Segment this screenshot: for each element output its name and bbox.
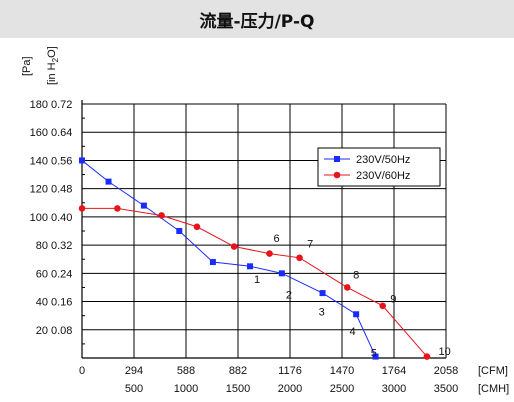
x-unit-cfm: [CFM] [478, 365, 508, 377]
y-tick-label-pa: 40 [36, 297, 48, 309]
x-tick-label-cfm: 1176 [278, 365, 302, 377]
x-tick-label-cfm: 294 [125, 365, 143, 377]
y-tick-label-inh2o: 0.16 [51, 297, 72, 309]
y-tick-label-inh2o: 0.64 [51, 127, 72, 139]
data-point-2 [79, 205, 86, 212]
x-tick-label-cmh: 1500 [226, 383, 250, 395]
x-tick-label-cmh: 1000 [174, 383, 198, 395]
x-tick-label-cfm: 588 [177, 365, 195, 377]
title-bar: 流量-压力/P-Q [0, 0, 514, 38]
x-tick-label-cmh: 3000 [382, 383, 406, 395]
point-annotation: 2 [286, 290, 292, 302]
data-point-2 [296, 255, 303, 262]
y-tick-label-pa: 80 [36, 240, 48, 252]
data-point-2 [114, 205, 121, 212]
data-point-2 [158, 212, 165, 219]
data-point-2 [424, 353, 431, 360]
data-point-2 [266, 250, 273, 257]
data-point-1 [353, 311, 359, 317]
data-point-1 [79, 157, 85, 163]
y-tick-label-pa: 60 [36, 268, 48, 280]
data-point-1 [279, 270, 285, 276]
data-point-1 [320, 290, 326, 296]
y-tick-label-inh2o: 0.40 [51, 212, 72, 224]
data-point-1 [210, 259, 216, 265]
data-point-1 [176, 228, 182, 234]
y-tick-label-inh2o: 0.48 [51, 184, 72, 196]
y-tick-label-pa: 180 [30, 99, 48, 111]
point-annotation: 3 [319, 306, 325, 318]
point-annotation: 1 [254, 274, 260, 286]
legend-label: 230V/60Hz [356, 170, 410, 182]
x-tick-label-cmh: 2500 [330, 383, 354, 395]
point-annotation: 7 [307, 239, 313, 251]
legend-swatch-marker [334, 156, 340, 162]
point-annotation: 4 [350, 326, 356, 338]
data-point-2 [379, 302, 386, 309]
y-tick-label-inh2o: 0.32 [51, 240, 72, 252]
x-unit-cmh: [CMH] [478, 383, 509, 395]
annotations: 1 2 3 4 5 6 7 8 9 10 [254, 233, 451, 359]
y-unit-inh2o: [in H2O] [46, 46, 60, 85]
y-tick-label-pa: 160 [30, 127, 48, 139]
y-tick-label-pa: 140 [30, 155, 48, 167]
x-tick-label-cfm: 1470 [330, 365, 354, 377]
y-tick-label-pa: 120 [30, 184, 48, 196]
point-annotation: 10 [438, 346, 450, 358]
data-point-2 [344, 284, 351, 291]
y-tick-label-inh2o: 0.72 [51, 99, 72, 111]
axis-units: [CFM] [CMH] [Pa] [in H2O] [21, 46, 509, 395]
data-point-2 [231, 243, 238, 250]
chart-title: 流量-压力/P-Q [200, 7, 315, 32]
grid [82, 104, 446, 358]
y-unit-pa: [Pa] [21, 56, 33, 76]
series-line-1 [82, 160, 376, 356]
x-tick-label-cmh: 500 [125, 383, 143, 395]
y-tick-label-pa: 100 [30, 212, 48, 224]
data-point-1 [141, 203, 147, 209]
y-tick-label-inh2o: 0.08 [51, 325, 72, 337]
y-tick-label-inh2o: 0.24 [51, 268, 72, 280]
x-tick-label-cfm: 2058 [434, 365, 458, 377]
point-annotation: 9 [390, 294, 396, 306]
x-tick-label-cfm: 0 [79, 365, 85, 377]
x-tick-label-cfm: 1764 [382, 365, 406, 377]
legend-swatch-marker [334, 172, 341, 179]
axes [82, 100, 446, 358]
y-tick-label-pa: 20 [36, 325, 48, 337]
point-annotation: 5 [371, 347, 377, 359]
x-tick-label-cmh: 3500 [434, 383, 458, 395]
point-annotation: 8 [353, 270, 359, 282]
x-tick-label-cfm: 882 [229, 365, 247, 377]
legend-label: 230V/50Hz [356, 154, 410, 166]
data-point-2 [194, 223, 201, 230]
data-point-1 [247, 263, 253, 269]
legend: 230V/50Hz 230V/60Hz [318, 148, 440, 186]
y-tick-label-inh2o: 0.56 [51, 155, 72, 167]
x-tick-label-cmh: 2000 [278, 383, 302, 395]
point-annotation: 6 [273, 233, 279, 245]
data-point-1 [106, 179, 112, 185]
